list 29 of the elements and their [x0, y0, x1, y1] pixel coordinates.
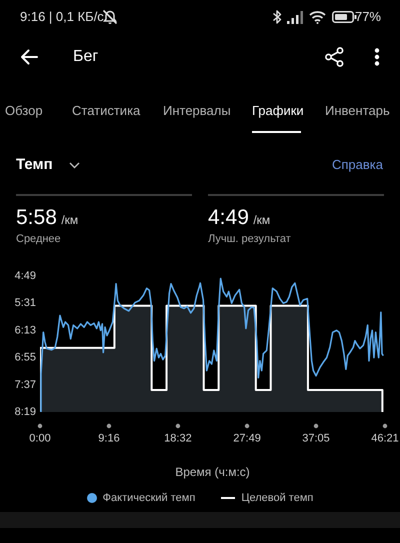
text: Графики	[252, 103, 304, 118]
text: Обзор	[5, 103, 43, 118]
text: Инвентарь	[325, 103, 390, 118]
y-tick-label: 8:19	[14, 406, 36, 418]
y-tick-label: 4:49	[14, 270, 36, 282]
text: 77%	[354, 9, 381, 24]
text: Справка	[332, 157, 383, 172]
text: Статистика	[72, 103, 140, 118]
y-tick-label: 6:13	[14, 324, 36, 336]
text: 4:49 /км	[208, 206, 270, 229]
text: Интервалы	[163, 103, 231, 118]
text: Бег	[73, 48, 98, 65]
x-tick-label: 37:05	[302, 432, 330, 445]
legend-label: Фактический темп	[102, 492, 196, 504]
x-tick-label: 18:32	[164, 432, 192, 445]
text: 5:58 /км	[16, 206, 78, 229]
text: Лучш. результат	[208, 233, 291, 245]
x-tick-label: 27:49	[233, 432, 261, 445]
x-axis-title: Время (ч:м:с)	[175, 465, 250, 480]
text: Среднее	[16, 233, 61, 245]
text: 9:16 | 0,1 КБ/с	[20, 9, 104, 24]
legend-label: Целевой темп	[241, 492, 314, 504]
chart-title: Темп	[16, 156, 53, 173]
x-tick-label: 9:16	[98, 432, 120, 445]
y-tick-label: 7:37	[14, 378, 36, 391]
x-tick-label: 0:00	[29, 432, 51, 445]
x-tick-label: 46:21	[371, 432, 399, 445]
y-tick-label: 5:31	[14, 297, 36, 310]
y-tick-label: 6:55	[14, 352, 36, 364]
